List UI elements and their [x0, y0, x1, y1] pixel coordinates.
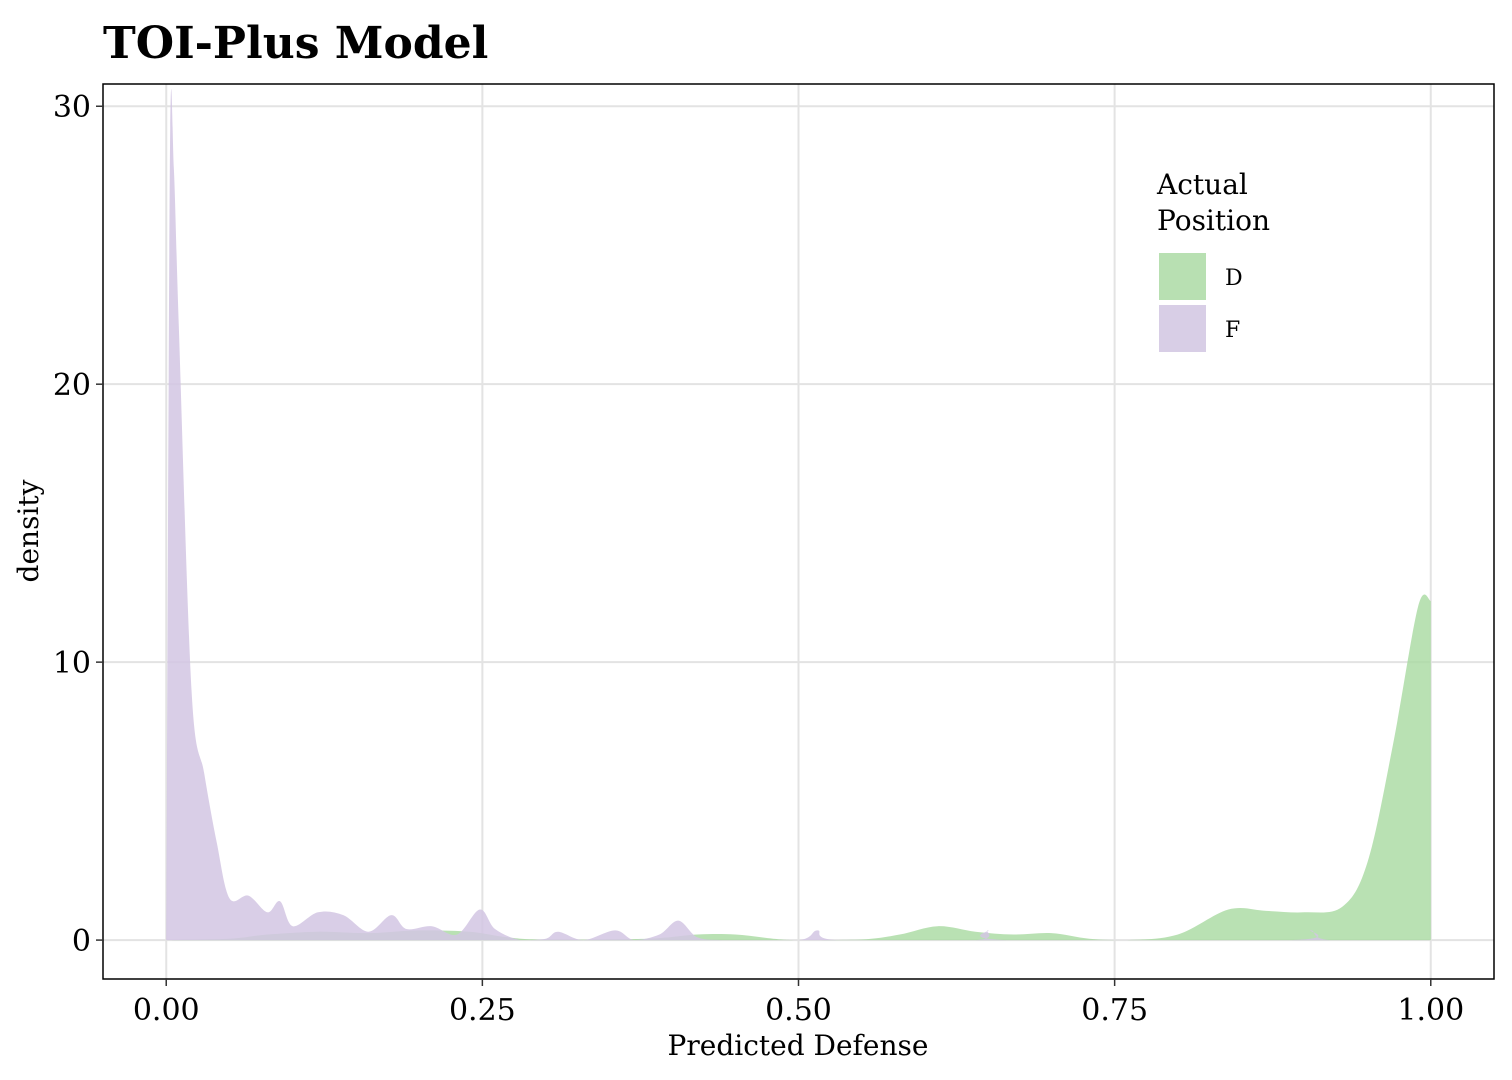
- x-tick-label: 0.50: [765, 993, 832, 1028]
- legend-key-f: [1159, 305, 1206, 352]
- x-tick-label: 0.25: [449, 993, 516, 1028]
- y-tick-label: 0: [72, 924, 91, 959]
- legend-label-d: D: [1225, 266, 1243, 291]
- axis-ticks: 0.00 0.25 0.50 0.75 1.00 0 10 20 30: [53, 90, 1464, 1028]
- gridlines: [103, 84, 1494, 979]
- legend: Actual Position D F: [1156, 168, 1270, 352]
- chart-title: TOI-Plus Model: [103, 18, 488, 69]
- y-axis-title: density: [12, 479, 45, 582]
- y-tick-label: 10: [53, 646, 91, 681]
- legend-title-line-2: Position: [1157, 204, 1270, 237]
- legend-label-f: F: [1225, 318, 1240, 343]
- x-tick-label: 1.00: [1397, 993, 1464, 1028]
- legend-key-d: [1159, 253, 1206, 300]
- x-tick-label: 0.75: [1081, 993, 1148, 1028]
- y-tick-label: 30: [53, 90, 91, 125]
- x-axis-title: Predicted Defense: [668, 1029, 929, 1062]
- x-tick-label: 0.00: [133, 993, 200, 1028]
- legend-title-line-1: Actual: [1156, 168, 1248, 201]
- y-tick-label: 20: [53, 368, 91, 403]
